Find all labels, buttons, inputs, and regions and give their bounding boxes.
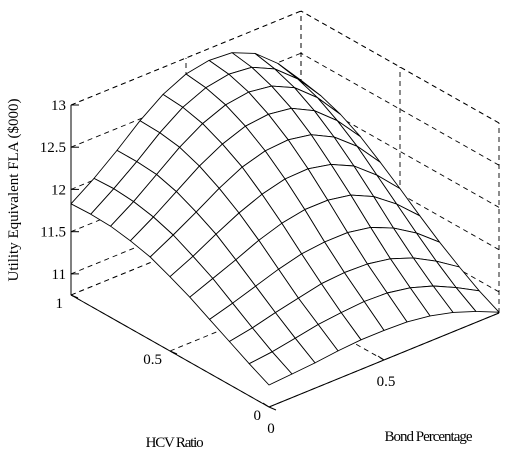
y-tick-label: 1 — [56, 296, 64, 312]
tick-labels: 11 11.5 12 12.5 13 0 0.5 1 0 0.5 — [40, 98, 396, 437]
y-axis-label: HCV Ratio — [146, 435, 204, 451]
z-tick-label: 12 — [51, 182, 66, 198]
grid-line — [300, 52, 500, 166]
grid-line — [300, 10, 500, 124]
x-tick-label: 0.5 — [377, 374, 396, 390]
y-tick-label: 0.5 — [143, 352, 162, 368]
z-tick-label: 13 — [51, 98, 66, 114]
surface-mesh — [70, 52, 500, 386]
x-tick-mark — [377, 355, 385, 361]
z-tick-label: 11 — [52, 267, 66, 283]
z-tick-label: 12.5 — [40, 140, 66, 156]
z-axis-label: Utility Equivalent FLA ($000) — [6, 99, 22, 282]
axes-box-solid — [70, 104, 500, 411]
x-axis-label: Bond Percentage — [384, 429, 472, 445]
y-tick-mark — [268, 406, 277, 411]
x-tick-mark — [262, 402, 270, 408]
x-tick-label: 0 — [267, 421, 275, 437]
y-tick-mark — [70, 294, 79, 299]
grid-line — [70, 10, 302, 106]
z-tick-label: 11.5 — [40, 225, 66, 241]
surface-cell — [248, 351, 293, 386]
surface-cell — [455, 287, 500, 313]
y-tick-mark — [169, 350, 178, 355]
y-tick-label: 0 — [254, 408, 262, 424]
